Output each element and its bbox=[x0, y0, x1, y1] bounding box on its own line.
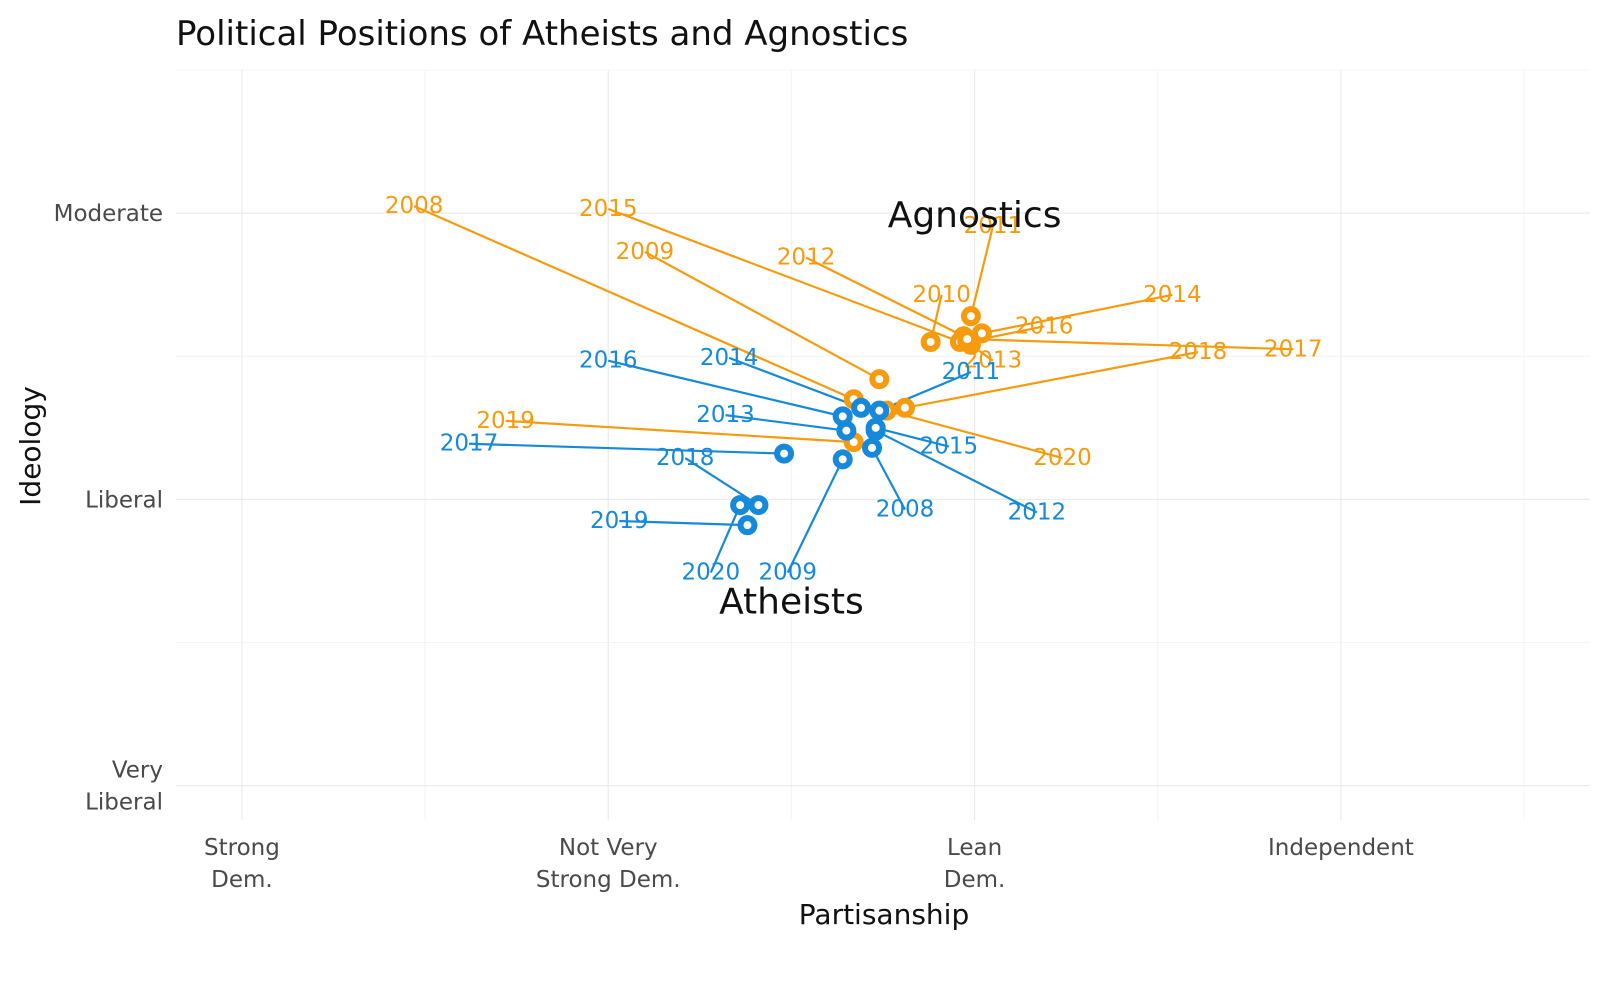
x-tick-label-line: Dem. bbox=[211, 867, 273, 893]
point-label: 2008 bbox=[876, 497, 935, 523]
point-label: 2016 bbox=[579, 348, 638, 374]
group-label: Agnostics bbox=[888, 195, 1062, 236]
x-tick-label-line: Strong bbox=[204, 835, 280, 861]
data-point bbox=[862, 437, 883, 458]
y-axis-title: Ideology bbox=[14, 386, 47, 506]
data-point bbox=[960, 306, 981, 327]
point-label: 2008 bbox=[385, 193, 444, 219]
data-point bbox=[894, 397, 915, 418]
data-point bbox=[920, 331, 941, 352]
x-tick-label: Not Very Strong Dem. bbox=[536, 835, 681, 893]
data-point bbox=[957, 329, 978, 350]
leader-line bbox=[967, 337, 1294, 351]
point-label: 2017 bbox=[1264, 336, 1323, 362]
x-tick-label: Independent bbox=[1268, 835, 1414, 861]
data-point bbox=[832, 449, 853, 470]
point-label: 2012 bbox=[1008, 499, 1067, 525]
x-tick-label: Lean Dem. bbox=[944, 835, 1006, 893]
point-label: 2015 bbox=[920, 434, 979, 460]
leader-line bbox=[786, 458, 844, 574]
data-point bbox=[869, 369, 890, 390]
data-points bbox=[730, 306, 992, 536]
data-point bbox=[730, 495, 751, 516]
y-tick-label-line: Liberal bbox=[85, 487, 163, 513]
point-label: 2020 bbox=[1033, 445, 1092, 471]
leader-lines bbox=[413, 205, 1294, 574]
point-label: 2009 bbox=[758, 560, 817, 586]
point-label: 2009 bbox=[616, 239, 675, 265]
leader-line bbox=[886, 409, 1063, 460]
leader-line bbox=[725, 414, 847, 432]
point-label: 2018 bbox=[1169, 339, 1228, 365]
leader-line bbox=[904, 351, 1199, 409]
x-tick-label-line: Lean bbox=[947, 835, 1002, 861]
x-axis-ticks: Strong Dem. Not Very Strong Dem. Lean Dem. Ind… bbox=[204, 835, 1414, 893]
point-label: 2019 bbox=[590, 508, 649, 534]
leader-line bbox=[728, 356, 862, 409]
leader-line bbox=[969, 225, 994, 317]
data-point bbox=[774, 443, 795, 464]
y-axis-ticks: Very Liberal Liberal Moderate bbox=[54, 201, 163, 816]
leader-line bbox=[619, 519, 748, 527]
data-point bbox=[737, 515, 758, 536]
point-label: 2015 bbox=[579, 196, 638, 222]
x-tick-label-line: Not Very bbox=[559, 835, 658, 861]
leader-line bbox=[878, 371, 972, 412]
data-point bbox=[865, 417, 886, 438]
leader-line bbox=[505, 419, 854, 444]
y-tick-label-line: Very bbox=[112, 758, 163, 784]
point-label: 2020 bbox=[682, 560, 741, 586]
x-tick-label-line: Dem. bbox=[944, 867, 1006, 893]
y-tick-label-line: Liberal bbox=[85, 790, 163, 816]
point-label: 2017 bbox=[440, 431, 499, 457]
data-point bbox=[748, 495, 769, 516]
point-label: 2010 bbox=[912, 282, 971, 308]
data-point bbox=[869, 400, 890, 421]
point-label: 2014 bbox=[1143, 282, 1202, 308]
point-labels: 2008 2009 2010 2011 2012 2013 2014 2015 2016 2017… bbox=[385, 193, 1323, 585]
point-label: 2012 bbox=[777, 245, 836, 271]
y-tick-label: Moderate bbox=[54, 201, 163, 227]
grid bbox=[176, 69, 1590, 820]
leader-line bbox=[981, 293, 1173, 335]
leader-line bbox=[469, 442, 785, 455]
data-point bbox=[832, 406, 853, 427]
point-label: 2016 bbox=[1015, 313, 1074, 339]
leader-line bbox=[875, 426, 950, 448]
point-label: 2018 bbox=[656, 445, 715, 471]
leader-line bbox=[644, 250, 880, 381]
leader-line bbox=[709, 504, 742, 573]
point-label: 2013 bbox=[964, 348, 1023, 374]
leader-line bbox=[805, 256, 965, 338]
leader-line bbox=[607, 207, 961, 343]
x-tick-label-line: Independent bbox=[1268, 835, 1414, 861]
leader-line bbox=[608, 359, 843, 418]
y-tick-label: Liberal bbox=[85, 487, 163, 513]
leader-line bbox=[871, 447, 906, 511]
point-label: 2011 bbox=[942, 359, 1001, 385]
y-tick-label: Very Liberal bbox=[85, 758, 163, 816]
point-label: 2013 bbox=[696, 402, 755, 428]
x-axis-title: Partisanship bbox=[799, 898, 969, 931]
chart-title: Political Positions of Atheists and Agno… bbox=[176, 14, 908, 54]
point-label: 2019 bbox=[476, 408, 535, 434]
y-tick-label-line: Moderate bbox=[54, 201, 163, 227]
leader-line bbox=[413, 205, 855, 401]
leader-line bbox=[875, 429, 1038, 514]
point-label: 2011 bbox=[964, 213, 1023, 239]
x-tick-label-line: Strong Dem. bbox=[536, 867, 681, 893]
data-point bbox=[851, 397, 872, 418]
point-label: 2014 bbox=[700, 345, 759, 371]
x-tick-label: Strong Dem. bbox=[204, 835, 280, 893]
group-label: Atheists bbox=[719, 582, 864, 623]
group-labels: Agnostics Atheists bbox=[719, 195, 1061, 622]
